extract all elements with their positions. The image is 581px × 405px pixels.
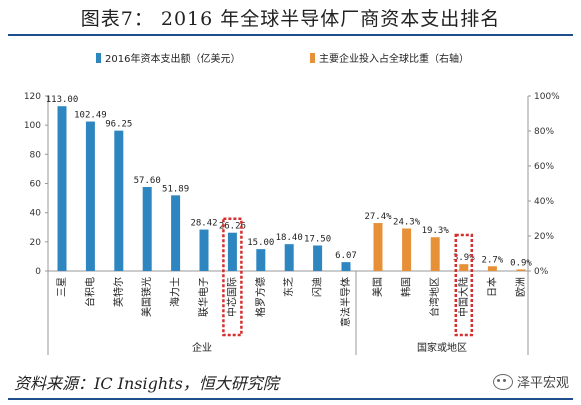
company-category-label: 美国镁光	[140, 277, 153, 317]
company-category-label: 格罗方德	[254, 277, 267, 317]
company-bar	[256, 249, 266, 271]
company-value-label: 51.89	[162, 184, 189, 194]
source-rule	[8, 398, 573, 400]
company-value-label: 26.26	[219, 222, 246, 232]
region-value-label: 3.9%	[453, 253, 475, 263]
company-value-label: 57.60	[134, 176, 161, 186]
region-category-label: 韩国	[400, 277, 413, 297]
legend-item-capex: 2016年资本支出额（亿美元）	[96, 50, 240, 65]
company-category-label: 闪迪	[311, 277, 324, 297]
region-value-label: 24.3%	[393, 217, 421, 227]
region-category-label: 欧洲	[515, 277, 527, 297]
right-tick-label: 20%	[534, 232, 554, 242]
right-tick-label: 80%	[534, 127, 554, 137]
left-tick-label: 80	[30, 150, 42, 160]
legend-swatch-orange	[310, 52, 315, 63]
left-tick-label: 60	[30, 180, 42, 190]
watermark-label: 泽平宏观	[516, 376, 569, 391]
left-tick-label: 100	[24, 121, 41, 131]
region-category-label: 美国	[371, 277, 384, 297]
wechat-icon	[492, 373, 513, 390]
highlight-box-region	[454, 233, 474, 337]
region-bar	[487, 266, 497, 271]
highlight-box-company	[222, 217, 243, 337]
company-value-label: 102.49	[74, 111, 107, 121]
region-bar	[430, 237, 440, 271]
figure-title: 图表7： 2016 年全球半导体厂商资本支出排名	[80, 7, 501, 30]
region-category-label: 日本	[485, 277, 498, 297]
watermark: 泽平宏观	[492, 372, 569, 391]
left-tick-label: 40	[30, 209, 42, 219]
company-category-label: 意法半导体	[339, 277, 352, 327]
chart-plot: 0 20 40 60 80 100 120 0% 20% 40% 60% 80% 100% 113.00 三…	[24, 92, 560, 355]
left-tick-label: 0	[35, 267, 41, 277]
company-value-label: 28.42	[190, 219, 217, 229]
region-value-label: 27.4%	[364, 212, 392, 222]
legend-swatch-blue	[96, 52, 101, 63]
chart-legend: 2016年资本支出额（亿美元） 主要企业投入占全球比重（右轴）	[0, 50, 581, 70]
legend-label-share: 主要企业投入占全球比重（右轴）	[319, 54, 469, 65]
region-value-label: 2.7%	[482, 255, 504, 265]
company-value-label: 15.00	[247, 238, 274, 248]
region-bar	[373, 223, 383, 271]
region-value-label: 19.3%	[422, 226, 450, 236]
company-bar	[114, 130, 124, 271]
company-category-label: 海力士	[169, 277, 182, 307]
region-value-label: 0.9%	[510, 258, 532, 268]
company-category-label: 三星	[56, 277, 68, 297]
company-bar	[85, 121, 95, 271]
region-category-label: 中国大陆	[457, 277, 470, 317]
right-tick-label: 60%	[534, 162, 554, 172]
company-bar	[199, 229, 209, 271]
company-bar	[227, 232, 237, 271]
region-bar	[516, 269, 526, 271]
left-tick-label: 20	[30, 238, 42, 248]
company-bar	[57, 106, 67, 271]
right-tick-label: 100%	[534, 92, 560, 102]
company-value-label: 18.40	[276, 233, 303, 243]
company-value-label: 96.25	[105, 120, 132, 130]
company-bar	[341, 262, 351, 271]
source-note: 资料来源：IC Insights，恒大研究院	[14, 374, 279, 393]
company-category-label: 东芝	[282, 277, 295, 297]
company-category-label: 中芯国际	[225, 277, 238, 317]
company-bar	[284, 244, 294, 271]
region-category-label: 台湾地区	[428, 277, 441, 317]
company-bar	[171, 195, 181, 271]
region-bar	[459, 264, 469, 271]
company-value-label: 6.07	[335, 251, 357, 261]
region-bar	[402, 228, 412, 271]
right-tick-label: 40%	[534, 197, 554, 207]
company-bar	[313, 245, 323, 271]
group-label-companies: 企业	[192, 341, 212, 354]
company-bar	[142, 187, 152, 271]
legend-item-share: 主要企业投入占全球比重（右轴）	[310, 50, 469, 65]
company-category-label: 英特尔	[112, 277, 125, 307]
company-value-label: 17.50	[304, 234, 331, 244]
left-tick-label: 120	[24, 92, 41, 102]
group-label-regions: 国家或地区	[417, 341, 467, 354]
legend-label-capex: 2016年资本支出额（亿美元）	[105, 54, 241, 65]
company-category-label: 联华电子	[197, 277, 210, 317]
right-tick-label: 0%	[534, 267, 549, 277]
company-category-label: 台积电	[83, 277, 96, 307]
title-rule	[8, 34, 573, 36]
company-value-label: 113.00	[46, 95, 79, 105]
